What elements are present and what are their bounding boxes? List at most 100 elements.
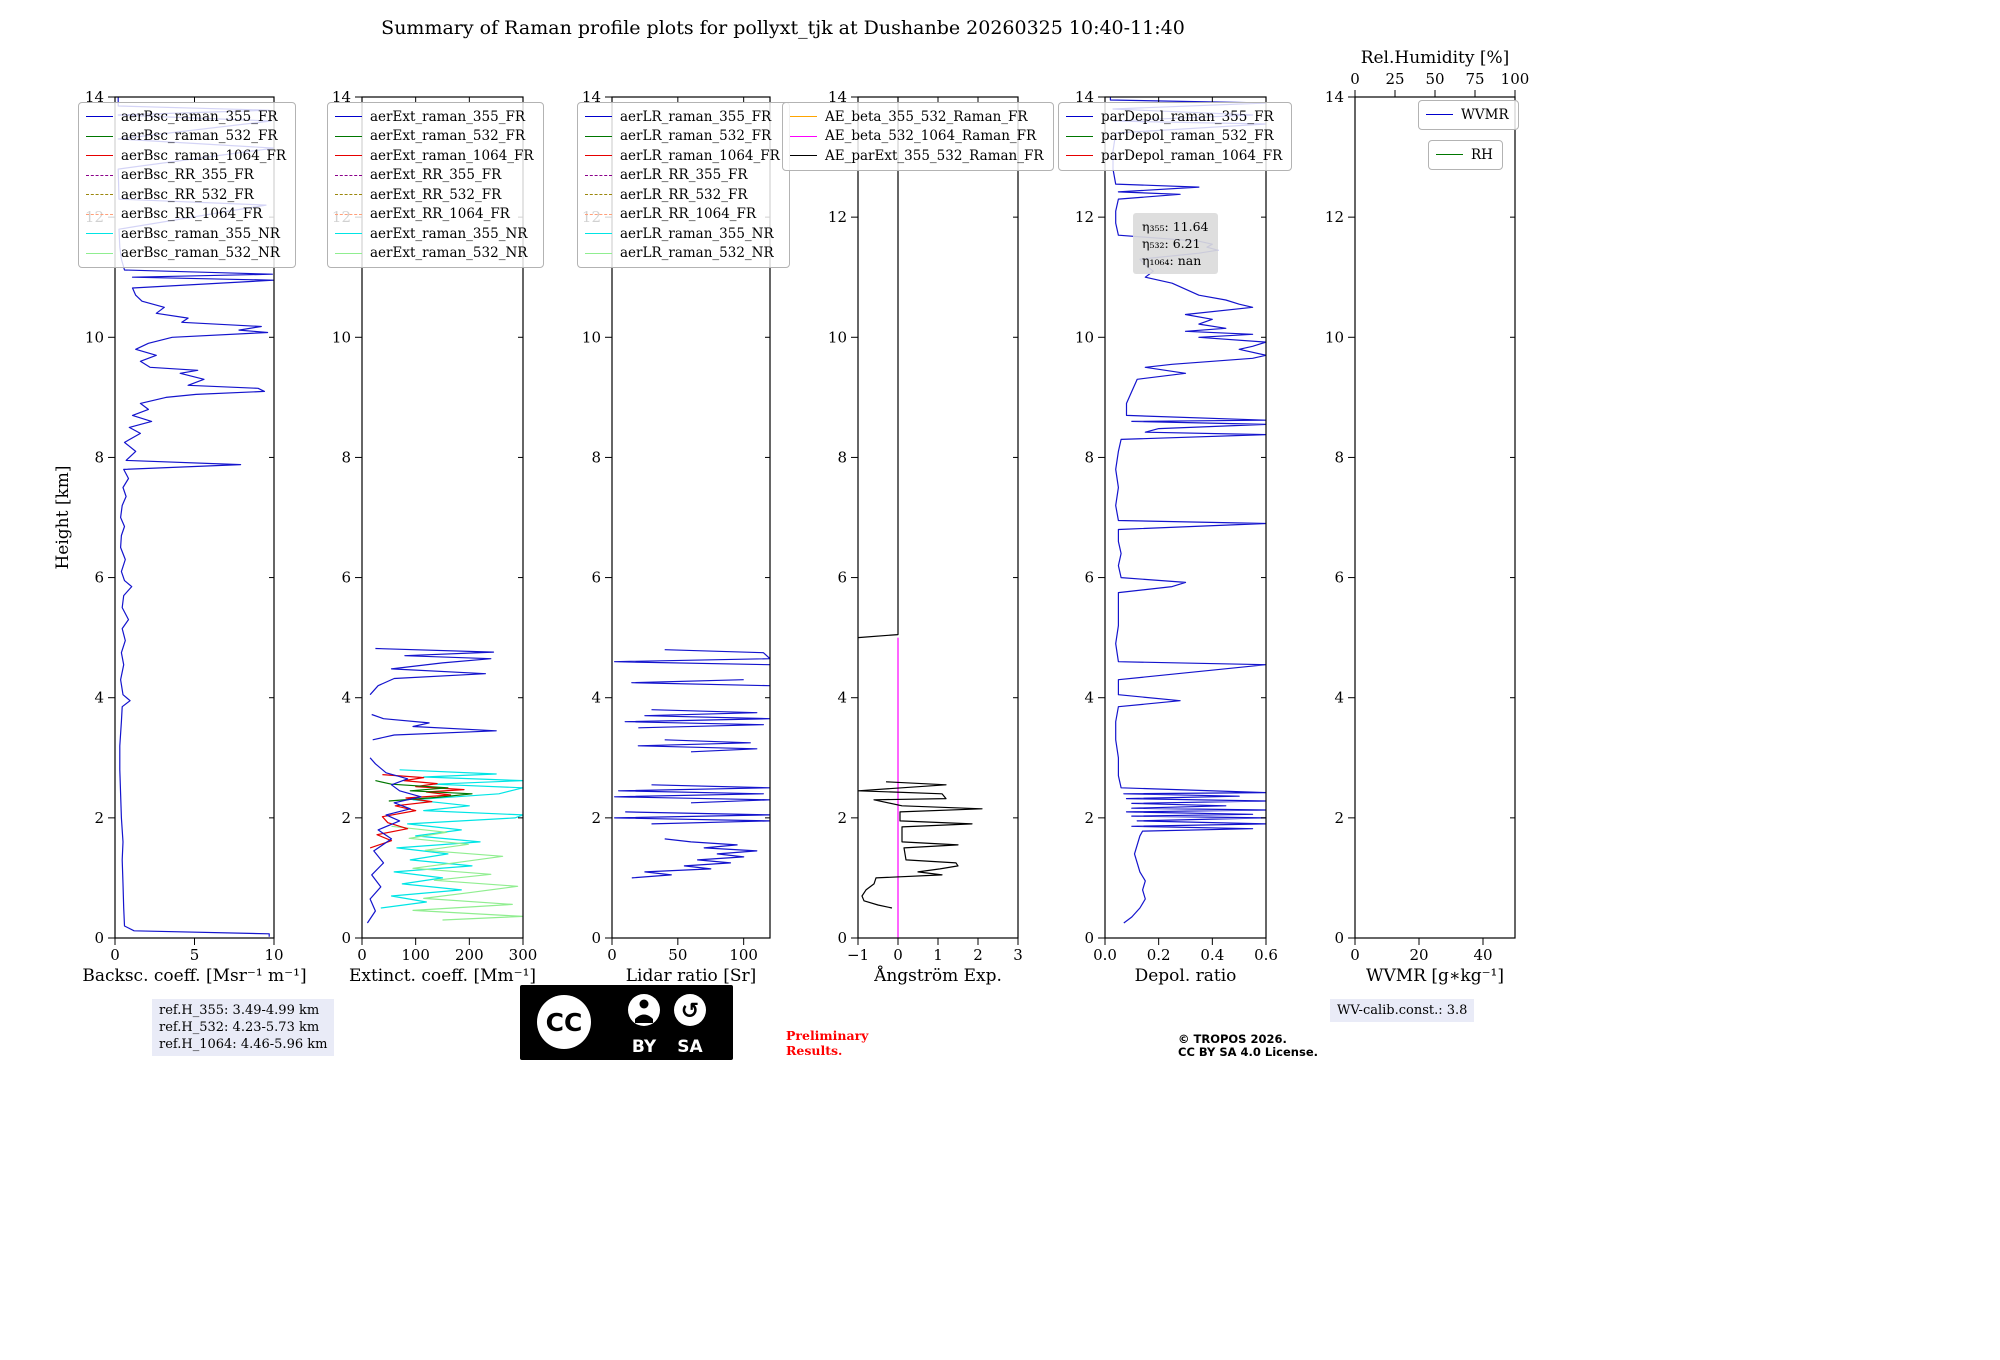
legend-entry: aerBsc_raman_532_FR	[86, 127, 286, 147]
legend-line-sample	[86, 194, 113, 196]
legend-wvmr: WVMR	[1418, 100, 1519, 130]
y-tick-label: 10	[1325, 328, 1344, 346]
x-tick-label: 0	[357, 946, 367, 964]
legend-label: aerBsc_RR_532_FR	[121, 186, 254, 203]
series-aerLR_raman_355_FR	[624, 709, 770, 729]
y-tick-label: 4	[591, 689, 601, 707]
legend-line-sample	[585, 213, 612, 215]
x-tick-label: 0.2	[1147, 946, 1171, 964]
legend-line-sample	[86, 252, 113, 254]
legend-line-sample	[86, 155, 113, 157]
y-tick-label: 0	[1334, 929, 1344, 947]
sa-arrow-icon: ↺	[681, 999, 699, 1024]
y-tick-label: 6	[94, 569, 104, 587]
legend-entry: aerLR_raman_532_FR	[585, 127, 780, 147]
y-tick-label: 14	[828, 88, 847, 106]
legend-line-sample	[1436, 154, 1463, 156]
series-aerBsc_raman_355_FR	[117, 97, 274, 937]
legend-label: AE_beta_355_532_Raman_FR	[825, 108, 1028, 125]
angstrom-frame	[857, 96, 1019, 939]
legend-entry: aerExt_raman_532_NR	[335, 244, 534, 264]
x-tick-label: 0.6	[1254, 946, 1278, 964]
legend-line-sample	[335, 135, 362, 137]
legend-label: aerExt_RR_1064_FR	[370, 206, 510, 223]
y-tick-label: 6	[341, 569, 351, 587]
rh-tick-label: 75	[1465, 70, 1484, 88]
eta-annotation-line: η₅₃₂: 6.21	[1142, 236, 1201, 251]
legend-label: aerExt_raman_532_NR	[370, 245, 528, 262]
rh-tick-label: 50	[1425, 70, 1444, 88]
x-tick-label: 2	[973, 946, 983, 964]
credit-line1: © TROPOS 2026.	[1178, 1032, 1287, 1046]
series-aerLR_raman_355_FR	[637, 739, 758, 753]
y-tick-label: 14	[582, 88, 601, 106]
series-group-extinction	[366, 647, 523, 924]
legend-label: parDepol_raman_532_FR	[1101, 128, 1274, 145]
legend-line-sample	[1066, 116, 1093, 118]
legend-angstrom: AE_beta_355_532_Raman_FR AE_beta_532_1064…	[782, 102, 1054, 171]
y-tick-label: 0	[591, 929, 601, 947]
x-tick-label: −1	[847, 946, 869, 964]
eta-annotation-line: η₃₅₅: 11.64	[1142, 219, 1209, 234]
legend-line-sample	[790, 135, 817, 137]
y-tick-label: 4	[837, 689, 847, 707]
legend-label: aerExt_raman_355_FR	[370, 108, 525, 125]
legend-entry: aerExt_raman_355_FR	[335, 107, 534, 127]
series-group-angstrom	[858, 97, 983, 938]
cc-circle-icon	[537, 995, 591, 1049]
panel-extinction: 010020030002468101214Extinct. coeff. [Mm…	[332, 88, 537, 986]
legend-line-sample	[335, 213, 362, 215]
y-tick-label: 10	[85, 328, 104, 346]
series-AE_parExt_355_532_Raman_FR	[858, 781, 983, 909]
legend-line-sample	[585, 116, 612, 118]
legend-entry: RH	[1436, 145, 1493, 165]
y-tick-label: 4	[1084, 689, 1094, 707]
by-label: BY	[632, 1037, 657, 1057]
y-tick-label: 2	[1084, 809, 1094, 827]
preliminary-line2: Results.	[786, 1043, 843, 1058]
y-tick-label: 8	[591, 448, 601, 466]
rh-tick-label: 25	[1385, 70, 1404, 88]
top-axis-label: Rel.Humidity [%]	[1361, 48, 1510, 68]
y-axis-label: Height [km]	[53, 465, 73, 569]
credit-line2: CC BY SA 4.0 License.	[1178, 1045, 1318, 1059]
legend-line-sample	[585, 135, 612, 137]
legend-entry: AE_beta_532_1064_Raman_FR	[790, 127, 1044, 147]
x-tick-label: 300	[509, 946, 538, 964]
series-AE_parExt_355_532_Raman_FR	[858, 97, 899, 639]
y-tick-label: 6	[1334, 569, 1344, 587]
y-tick-label: 10	[828, 328, 847, 346]
y-tick-label: 2	[341, 809, 351, 827]
legend-label: aerLR_raman_355_NR	[620, 225, 774, 242]
x-tick-label: 100	[401, 946, 430, 964]
y-tick-label: 6	[1084, 569, 1094, 587]
legend-label: parDepol_raman_355_FR	[1101, 108, 1274, 125]
legend-entry: aerExt_RR_355_FR	[335, 166, 534, 186]
legend-label: aerLR_raman_532_FR	[620, 128, 772, 145]
series-group-lidar_ratio	[613, 649, 770, 879]
wv-calib-text: WV-calib.const.: 3.8	[1337, 1003, 1468, 1018]
legend-line-sample	[585, 155, 612, 157]
legend-line-sample	[335, 194, 362, 196]
by-person-body-icon	[635, 1014, 653, 1023]
legend-backscatter: aerBsc_raman_355_FR aerBsc_raman_532_FR ae…	[78, 102, 297, 268]
y-tick-label: 8	[837, 448, 847, 466]
legend-line-sample	[86, 135, 113, 137]
rh-tick-label: 100	[1501, 70, 1530, 88]
legend-line-sample	[1066, 155, 1093, 157]
series-aerExt_raman_355_FR	[369, 647, 495, 696]
legend-line-sample	[86, 174, 113, 176]
legend-label: aerExt_raman_532_FR	[370, 128, 525, 145]
cc-logo-text: CC	[546, 1008, 583, 1037]
ref-height-532: ref.H_532: 4.23-5.73 km	[159, 1020, 320, 1035]
y-tick-label: 2	[1334, 809, 1344, 827]
legend-entry: aerLR_RR_355_FR	[585, 166, 780, 186]
legend-entry: aerBsc_raman_1064_FR	[86, 146, 286, 166]
by-circle-icon	[628, 994, 660, 1026]
legend-entry: AE_parExt_355_532_Raman_FR	[790, 146, 1044, 166]
x-tick-label: 10	[264, 946, 283, 964]
tropos-credit: © TROPOS 2026. CC BY SA 4.0 License.	[1178, 1033, 1318, 1059]
legend-label: AE_parExt_355_532_Raman_FR	[825, 147, 1044, 164]
legend-entry: aerExt_RR_1064_FR	[335, 205, 534, 225]
